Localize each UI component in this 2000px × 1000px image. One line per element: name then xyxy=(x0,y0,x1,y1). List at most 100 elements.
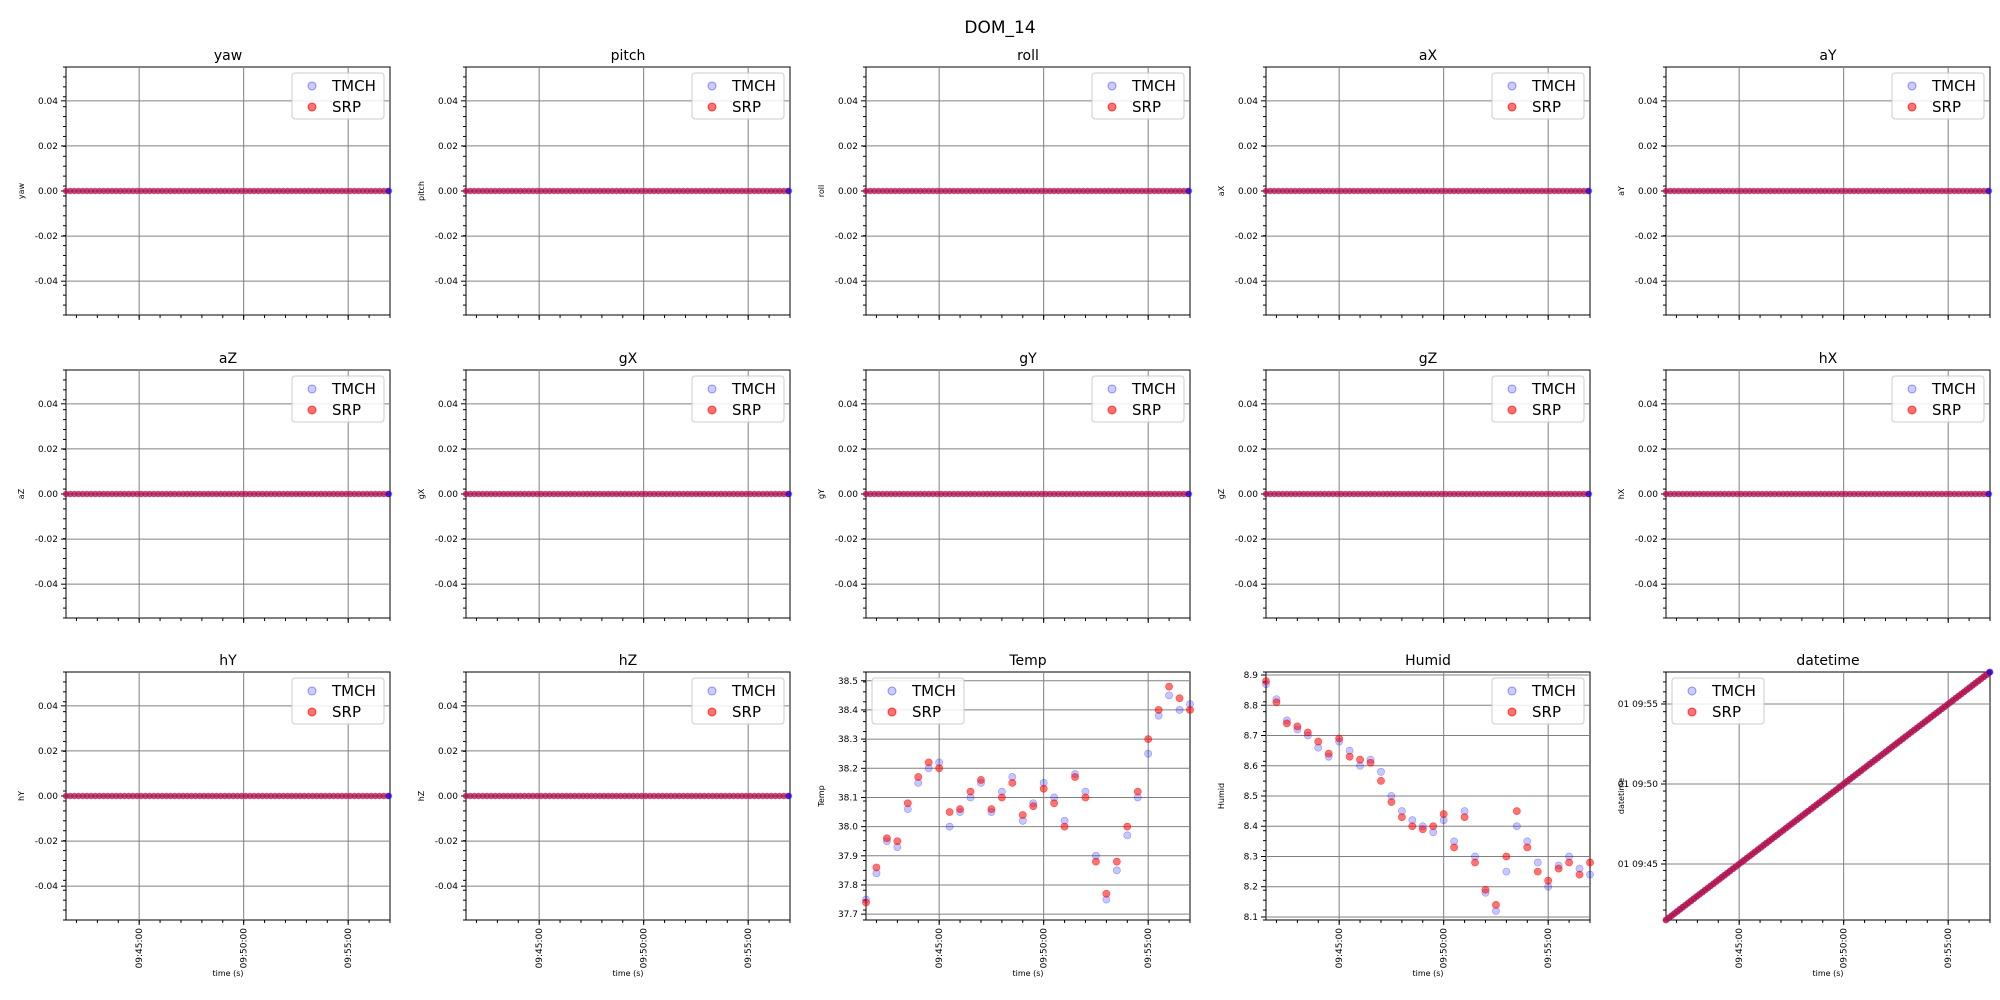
y-tick-label: 0.00 xyxy=(438,792,458,802)
legend-label-srp: SRP xyxy=(332,401,361,419)
x-tick-label: 09:50:00 xyxy=(1440,928,1450,969)
tmch-point xyxy=(1165,691,1173,700)
srp-point xyxy=(956,805,964,814)
y-tick-label: 8.6 xyxy=(1244,762,1259,772)
y-tick-label: 0.02 xyxy=(1638,142,1658,152)
srp-point xyxy=(1397,813,1406,822)
srp-point xyxy=(1293,722,1302,731)
y-tick-label: 8.7 xyxy=(1244,732,1258,742)
srp-point xyxy=(1387,798,1396,806)
legend: TMCH SRP xyxy=(291,375,385,423)
y-tick-label: 0.04 xyxy=(438,702,458,712)
y-tick-label: 0.02 xyxy=(438,445,458,455)
srp-point xyxy=(1460,813,1469,822)
y-tick-label: -0.04 xyxy=(1635,277,1659,287)
srp-point xyxy=(924,758,933,767)
legend-label-srp: SRP xyxy=(1532,98,1561,116)
srp-point xyxy=(1283,719,1291,728)
legend-label-srp: SRP xyxy=(332,98,361,116)
x-axis-label: time (s) xyxy=(612,969,643,978)
tmch-point xyxy=(1586,870,1594,879)
legend-label-tmch: TMCH xyxy=(1531,682,1576,700)
legend: TMCH SRP xyxy=(691,375,785,423)
y-axis-label: gX xyxy=(417,488,426,499)
legend-marker-srp xyxy=(1507,102,1517,112)
y-axis-label: yaw xyxy=(17,182,26,199)
legend: TMCH SRP xyxy=(291,72,385,120)
y-tick-label: -0.04 xyxy=(1235,277,1259,287)
legend-label-tmch: TMCH xyxy=(1131,77,1176,95)
x-tick-label: 09:50:00 xyxy=(1040,928,1050,969)
panel-humid: 09:45:00 09:50:00 09:55:00 8.9 8.8 8.7 8.6 8.5 8… xyxy=(1217,653,1594,978)
tmch-point xyxy=(385,490,393,498)
legend: TMCH SRP xyxy=(1491,375,1585,423)
y-tick-label: 0.00 xyxy=(438,490,458,500)
srp-point xyxy=(1039,784,1048,793)
srp-point xyxy=(903,799,912,808)
y-tick-label: 0.00 xyxy=(438,187,458,197)
legend-marker-srp xyxy=(707,405,717,415)
legend: TMCH SRP xyxy=(691,72,785,120)
x-tick-label: 09:45:00 xyxy=(535,928,545,969)
tmch-point xyxy=(1377,767,1385,776)
x-axis-label: time (s) xyxy=(212,969,243,978)
srp-point xyxy=(862,898,870,907)
srp-point xyxy=(1081,793,1090,802)
srp-point xyxy=(1123,822,1132,831)
legend-marker-tmch xyxy=(1507,384,1517,394)
legend-label-tmch: TMCH xyxy=(1531,77,1576,95)
legend-marker-srp xyxy=(707,707,717,717)
panel-hx: 0.04 0.02 0.00 -0.02 -0.04 hX hX TMCH SRP xyxy=(1617,351,1993,623)
y-tick-label: -0.04 xyxy=(35,580,59,590)
tmch-point xyxy=(1144,749,1153,758)
legend-label-srp: SRP xyxy=(1932,401,1961,419)
srp-point xyxy=(914,773,923,781)
y-tick-label: 0.00 xyxy=(838,490,858,500)
scatter-points xyxy=(62,792,393,800)
scatter-points xyxy=(62,490,393,498)
srp-point xyxy=(1356,755,1364,764)
legend-label-srp: SRP xyxy=(1132,98,1161,116)
srp-point xyxy=(1523,843,1532,852)
srp-point xyxy=(1165,682,1173,691)
srp-point xyxy=(987,805,996,814)
x-tick-label: 09:55:00 xyxy=(344,928,354,969)
legend-marker-srp xyxy=(307,405,317,415)
y-tick-label: 38.4 xyxy=(838,706,858,716)
y-tick-label: 0.02 xyxy=(38,142,58,152)
y-tick-label: 8.2 xyxy=(1244,883,1258,893)
y-tick-label: 01 09:50 xyxy=(1618,780,1659,790)
srp-point xyxy=(1366,758,1375,767)
scatter-points xyxy=(462,792,793,800)
scatter-points xyxy=(62,187,393,195)
tmch-point xyxy=(945,822,954,831)
y-tick-label: 0.04 xyxy=(1238,400,1258,410)
legend-marker-srp xyxy=(1107,102,1117,112)
srp-point xyxy=(1544,876,1553,885)
y-tick-label: 37.8 xyxy=(838,881,858,891)
srp-point xyxy=(1439,810,1448,819)
y-axis-label: gY xyxy=(817,489,826,499)
legend-label-tmch: TMCH xyxy=(731,77,776,95)
x-axis-label: time (s) xyxy=(1812,969,1843,978)
legend-marker-srp xyxy=(1507,405,1517,415)
srp-point xyxy=(977,776,985,784)
y-tick-label: 0.04 xyxy=(838,400,858,410)
x-axis-label: time (s) xyxy=(1412,969,1443,978)
y-tick-label: 8.4 xyxy=(1244,822,1259,832)
panel-title: Humid xyxy=(1405,653,1451,669)
y-tick-label: 0.00 xyxy=(38,490,58,500)
legend: TMCH SRP xyxy=(1891,375,1985,423)
panel-hy: 09:45:00 09:50:00 09:55:00 0.04 0.02 0.00 -0.0… xyxy=(17,653,393,978)
x-tick-label: 09:55:00 xyxy=(1544,928,1554,969)
panel-title: hZ xyxy=(619,653,637,669)
panel-pitch: 0.04 0.02 0.00 -0.02 -0.04 pitch pitch TMCH SRP xyxy=(417,48,793,320)
panel-title: hY xyxy=(219,653,237,669)
legend-marker-tmch xyxy=(1507,686,1517,696)
scatter-points xyxy=(1262,490,1593,498)
panel-title: pitch xyxy=(611,48,646,64)
y-tick-label: 0.00 xyxy=(1238,490,1258,500)
legend-label-srp: SRP xyxy=(732,401,761,419)
legend-label-srp: SRP xyxy=(732,703,761,721)
y-tick-label: 0.02 xyxy=(438,747,458,757)
